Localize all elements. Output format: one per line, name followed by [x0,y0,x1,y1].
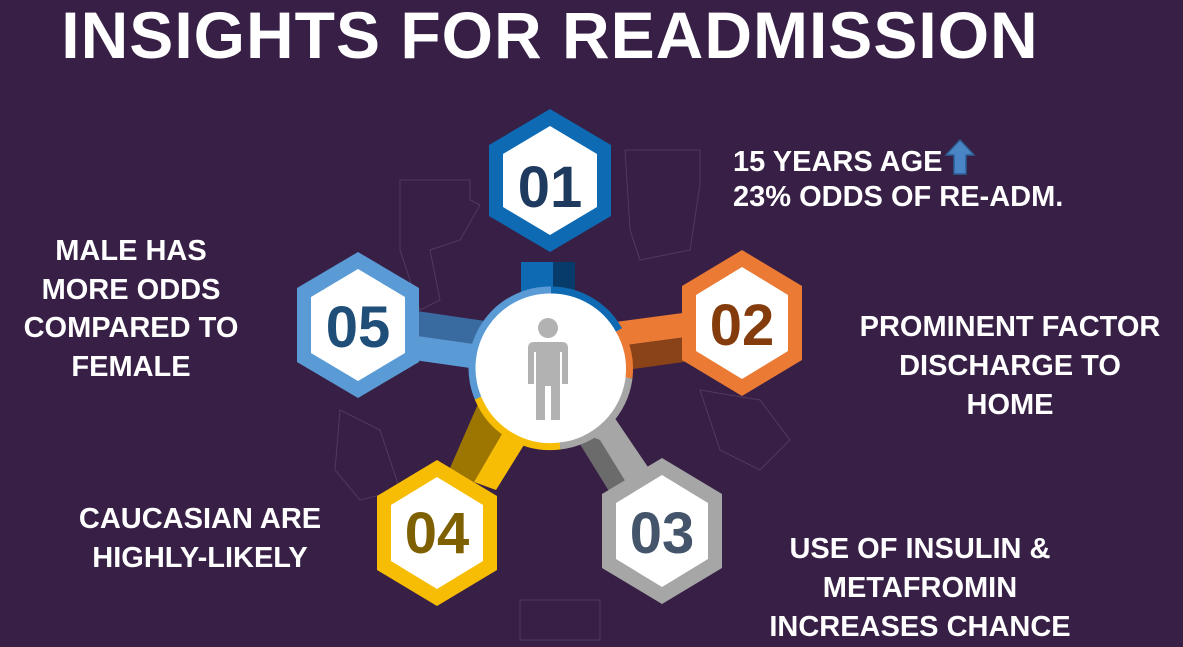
insight-05-line-1: MALE HAS [55,235,207,267]
insight-01-line-1: 15 YEARS AGE [733,139,1063,180]
insight-03-line-3: INCREASES CHANCE [769,611,1071,643]
insight-number-03: 03 [630,501,695,566]
insight-03-line-2: METAFROMIN [822,572,1018,604]
insight-01-text: 15 YEARS AGE 23% ODDS OF RE-ADM. [733,139,1063,215]
insight-02-line-3: HOME [966,389,1054,421]
insight-05-line-3: COMPARED TO [23,312,239,344]
insight-03-line-1: USE OF INSULIN & [789,533,1051,565]
insight-05-text: MALE HAS MORE ODDS COMPARED TO FEMALE [0,232,262,386]
insight-04-line-1: CAUCASIAN ARE [78,503,322,535]
insight-number-02: 02 [710,293,775,358]
insight-number-01: 01 [518,155,583,220]
person-icon [528,318,568,420]
insight-01-line-1-text: 15 YEARS AGE [733,146,943,178]
page-title: INSIGHTS FOR READMISSION [61,0,1039,72]
insight-02-text: PROMINENT FACTOR DISCHARGE TO HOME [835,308,1183,425]
insight-05-line-2: MORE ODDS [41,273,221,306]
insight-02-line-2: DISCHARGE TO [899,350,1121,382]
insight-02-line-1: PROMINENT FACTOR [859,311,1161,343]
insight-01-line-2: 23% ODDS OF RE-ADM. [733,181,1064,213]
hexagon-02 [682,250,802,396]
hexagon-03 [602,458,722,604]
insight-05-line-4: FEMALE [71,350,191,383]
hexagon-05 [297,252,419,398]
insight-03-text: USE OF INSULIN & METAFROMIN INCREASES CH… [740,530,1100,647]
up-arrow-icon [944,139,975,175]
insight-04-text: CAUCASIAN ARE HIGHLY-LIKELY [40,500,360,578]
hexagon-04 [377,460,497,606]
insight-04-line-2: HIGHLY-LIKELY [92,542,308,574]
connector-05 [400,310,492,370]
insight-number-05: 05 [326,295,391,360]
insight-number-04: 04 [405,501,470,566]
hexagon-01 [489,109,611,252]
